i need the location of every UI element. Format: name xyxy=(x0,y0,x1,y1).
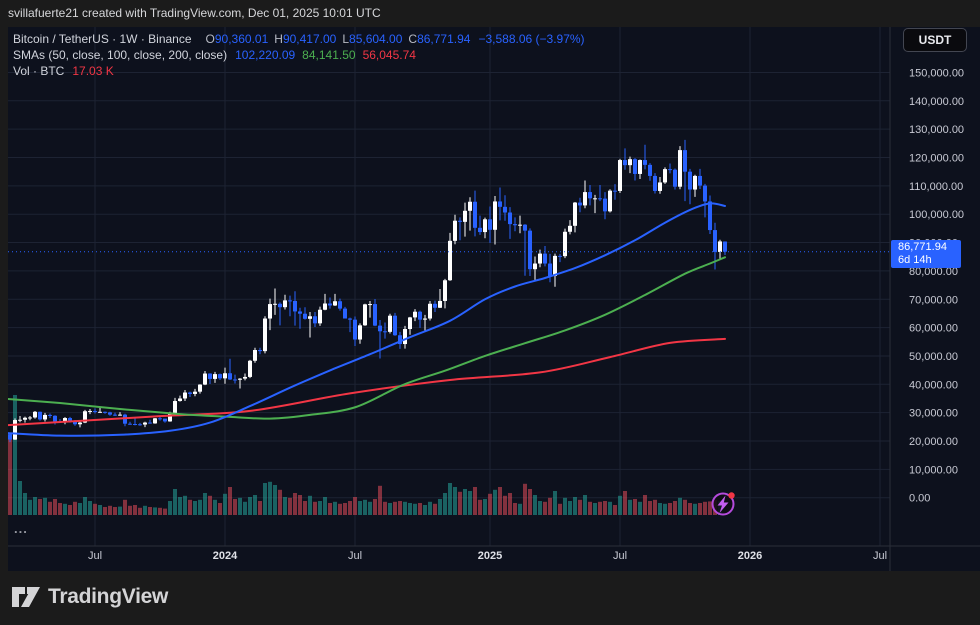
sma200-value: 56,045.74 xyxy=(362,48,416,62)
svg-text:50,000.00: 50,000.00 xyxy=(909,351,958,363)
tradingview-logo[interactable]: TradingView xyxy=(11,585,168,609)
sma-overlays xyxy=(8,202,726,437)
notification-dot xyxy=(728,492,735,499)
svg-text:140,000.00: 140,000.00 xyxy=(909,96,964,108)
high-label: H xyxy=(274,32,283,46)
svg-text:100,000.00: 100,000.00 xyxy=(909,209,964,221)
svg-text:30,000.00: 30,000.00 xyxy=(909,408,958,420)
svg-text:60,000.00: 60,000.00 xyxy=(909,323,958,335)
lightning-icon xyxy=(717,495,729,513)
open-label: O xyxy=(205,32,215,46)
svg-text:Jul: Jul xyxy=(348,550,362,562)
svg-text:40,000.00: 40,000.00 xyxy=(909,379,958,391)
attribution-bar: svillafuerte21 created with TradingView.… xyxy=(0,0,980,27)
time-axis[interactable]: Jul 2024 Jul 2025 Jul 2026 Jul xyxy=(88,550,887,562)
currency-toggle-label: USDT xyxy=(918,33,952,47)
svg-text:20,000.00: 20,000.00 xyxy=(909,436,958,448)
svg-text:2026: 2026 xyxy=(738,550,762,562)
volume-series xyxy=(8,395,727,515)
svg-text:150,000.00: 150,000.00 xyxy=(909,67,964,79)
volume-legend-row[interactable]: Vol · BTC 17.03 K xyxy=(13,63,585,79)
svg-text:Jul: Jul xyxy=(613,550,627,562)
price-axis[interactable]: 150,000.00 140,000.00 130,000.00 120,000.00… xyxy=(909,67,964,504)
close-value: 86,771.94 xyxy=(417,32,471,46)
svg-text:2024: 2024 xyxy=(213,550,238,562)
svg-text:2025: 2025 xyxy=(478,550,502,562)
svg-text:110,000.00: 110,000.00 xyxy=(909,181,963,193)
axis-borders xyxy=(8,27,980,571)
sma200-line xyxy=(8,337,726,427)
svg-text:0.00: 0.00 xyxy=(909,493,930,505)
svg-text:10,000.00: 10,000.00 xyxy=(909,464,958,476)
sma-legend-row[interactable]: SMAs (50, close, 100, close, 200, close)… xyxy=(13,47,585,63)
svg-text:130,000.00: 130,000.00 xyxy=(909,124,964,136)
attribution-text: svillafuerte21 created with TradingView.… xyxy=(8,6,381,20)
open-value: 90,360.01 xyxy=(214,32,269,46)
low-label: L xyxy=(342,32,350,46)
pane-more-button[interactable]: ... xyxy=(14,521,28,536)
sma50-value: 102,220.09 xyxy=(235,48,296,62)
svg-text:Jul: Jul xyxy=(88,550,102,562)
svg-text:120,000.00: 120,000.00 xyxy=(909,153,964,165)
svg-text:70,000.00: 70,000.00 xyxy=(909,294,958,306)
grid-lines xyxy=(8,27,890,546)
tradingview-logo-text: TradingView xyxy=(48,585,169,608)
close-label: C xyxy=(408,32,418,46)
symbol-title: Bitcoin / TetherUS · 1W · Binance xyxy=(13,32,192,46)
sma100-value: 84,141.50 xyxy=(302,48,356,62)
low-value: 85,604.00 xyxy=(349,32,403,46)
change-value: −3,588.06 (−3.97%) xyxy=(478,32,585,46)
last-price-label: 86,771.94 6d 14h xyxy=(891,240,961,269)
volume-value: 17.03 K xyxy=(72,64,114,78)
last-price-value: 86,771.94 xyxy=(898,241,947,254)
symbol-legend-row[interactable]: Bitcoin / TetherUS · 1W · Binance O 90,3… xyxy=(13,31,585,47)
bar-close-countdown: 6d 14h xyxy=(898,254,932,267)
high-value: 90,417.00 xyxy=(282,32,337,46)
currency-toggle-button[interactable]: USDT xyxy=(903,28,967,52)
chart-legend: Bitcoin / TetherUS · 1W · Binance O 90,3… xyxy=(13,31,585,79)
tradingview-logo-icon xyxy=(12,587,40,607)
svg-text:80,000.00: 80,000.00 xyxy=(909,266,958,278)
lightning-badge[interactable] xyxy=(711,492,735,516)
sma50-line xyxy=(8,202,726,437)
candlestick-series xyxy=(8,139,727,443)
volume-title: Vol · BTC xyxy=(13,64,65,78)
sma100-line xyxy=(8,256,726,420)
sma-title: SMAs (50, close, 100, close, 200, close) xyxy=(13,48,228,62)
svg-text:Jul: Jul xyxy=(873,550,887,562)
